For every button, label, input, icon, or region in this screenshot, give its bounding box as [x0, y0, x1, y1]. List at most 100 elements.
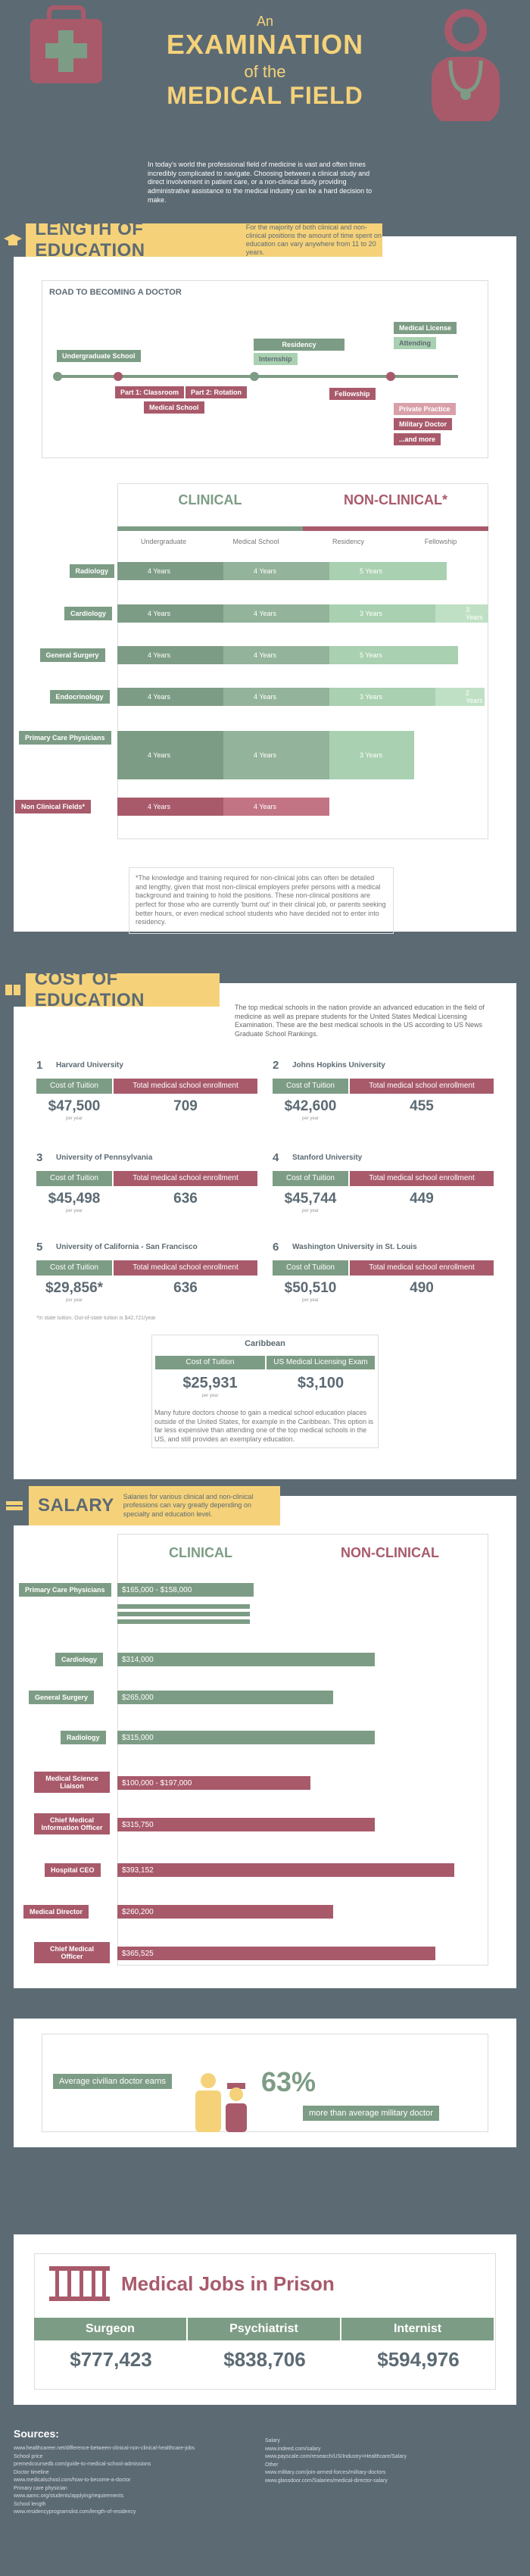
school-name: Johns Hopkins University	[292, 1061, 385, 1069]
school-card: 3 University of Pennsylvania Cost of Tuiti…	[36, 1151, 260, 1227]
school-card: 5 University of California - San Francisc…	[36, 1241, 260, 1316]
source-line: www.healthcareer.net/difference-between-…	[14, 2446, 195, 2451]
road-heading: ROAD TO BECOMING A DOCTOR	[49, 288, 182, 297]
header-doctor-graphic	[409, 0, 522, 125]
edu-bar-segment: 5 Years	[329, 646, 458, 664]
edu-bar-segment: 2 Years	[435, 688, 485, 706]
salary-bar: $314,000	[117, 1653, 375, 1666]
edu-row-sublabel: Pediatrics	[25, 755, 52, 762]
intro-text: In today's world the professional field …	[148, 161, 373, 204]
edu-row-label: Primary Care Physicians	[19, 731, 111, 745]
edu-bar-segment: 4 Years	[117, 731, 223, 779]
prison-job-salary: $594,976	[377, 2348, 460, 2371]
school-card: 1 Harvard University Cost of Tuition Total …	[36, 1059, 260, 1135]
salary-bar-stripe	[117, 1604, 250, 1609]
enroll-header: Total medical school enrollment	[350, 1260, 494, 1276]
edu-row-label: Radiology	[69, 564, 115, 578]
road-medschool: Medical School	[144, 401, 204, 414]
enroll-value: 449	[410, 1191, 434, 1207]
tuition-header: Cost of Tuition	[273, 1079, 348, 1094]
school-card: 4 Stanford University Cost of Tuition Total…	[273, 1151, 496, 1227]
tuition-header: Cost of Tuition	[36, 1260, 112, 1276]
tuition-header: Cost of Tuition	[36, 1079, 112, 1094]
salary-row-label: General Surgery	[29, 1691, 95, 1704]
salary-row-sublabel: Internal medicine	[25, 1598, 71, 1605]
road-license: Medical License	[394, 322, 457, 334]
tuition-per-year: per year	[65, 1298, 83, 1303]
edu-bar-segment: 4 Years	[117, 646, 223, 664]
salary-box	[117, 1534, 488, 1966]
source-line: School price	[14, 2453, 43, 2459]
salary-note: Salaries for various clinical and non-cl…	[123, 1493, 254, 1518]
edu-bar-segment: 4 Years	[117, 688, 223, 706]
enroll-value: 490	[410, 1280, 434, 1296]
salary-bar: $393,152	[117, 1863, 454, 1877]
source-line: www.military.com/join-armed-forces/milit…	[265, 2470, 386, 2475]
cost-panel	[14, 983, 516, 1479]
edu-row-sublabel: Internal Medicine	[25, 746, 71, 753]
cost-title: COST OF EDUCATION	[34, 969, 145, 1010]
edu-bar-segment: 3 Years	[329, 688, 435, 706]
tuition-value: $47,500	[48, 1098, 101, 1114]
salary-bar: $315,000	[117, 1731, 375, 1744]
caribbean-col2: US Medical Licensing Exam	[267, 1356, 375, 1369]
source-line: www.residencyprogramslist.com/length-of-…	[14, 2509, 136, 2515]
money-stack-icon	[0, 1486, 29, 1525]
tuition-header: Cost of Tuition	[273, 1171, 348, 1186]
edu-bar-segment: 4 Years	[223, 562, 329, 580]
prison-bars-icon	[49, 2266, 110, 2301]
tuition-per-year: per year	[301, 1116, 319, 1121]
doctor-figures-icon	[189, 2072, 257, 2132]
edu-bar-segment: 4 Years	[223, 688, 329, 706]
tuition-header: Cost of Tuition	[273, 1260, 348, 1276]
salary-row-label: Chief Medical Information Officer	[34, 1813, 110, 1834]
tuition-per-year: per year	[65, 1209, 83, 1213]
school-name: University of California - San Francisco	[56, 1243, 198, 1251]
road-node-1	[53, 372, 62, 381]
enroll-value: 709	[173, 1098, 198, 1114]
cost-band: COST OF EDUCATION	[0, 969, 220, 1010]
salary-row-label: Primary Care Physicians	[19, 1583, 111, 1597]
enroll-header: Total medical school enrollment	[114, 1260, 257, 1276]
salary-nonclinical-head: NON-CLINICAL	[341, 1545, 439, 1560]
school-name: Stanford University	[292, 1154, 363, 1162]
title-an: An	[256, 14, 274, 29]
prison-job-salary: $777,423	[70, 2348, 152, 2371]
salary-row-label: Medical Science Liaison	[34, 1772, 110, 1793]
salary-bar: $100,000 - $197,000	[117, 1776, 310, 1790]
school-rank: 5	[36, 1241, 43, 1254]
education-title: LENGTH OF EDUCATION	[35, 219, 145, 261]
salary-row-sublabel: Pediatrics	[25, 1607, 52, 1614]
road-residency: Residency	[254, 339, 344, 351]
cost-intro: The top medical schools in the nation pr…	[235, 1004, 485, 1038]
source-line: www.payscale.com/research/US/Industry=He…	[265, 2454, 407, 2459]
caribbean-text: Many future doctors choose to gain a med…	[154, 1409, 374, 1444]
education-band: LENGTH OF EDUCATION For the majority of …	[0, 219, 382, 261]
school-note: *In state tuition. Out-of-state tuition …	[36, 1316, 156, 1321]
road-node-3	[250, 372, 259, 381]
school-rank: 1	[36, 1059, 43, 1072]
prison-title: Medical Jobs in Prison	[121, 2272, 335, 2295]
edu-footnote: *The knowledge and training required for…	[129, 867, 394, 935]
salary-bar-stripe	[117, 1619, 250, 1624]
edu-row-label: Endocrinology	[49, 690, 110, 704]
source-line: Salary	[265, 2438, 280, 2443]
road-node-2	[114, 372, 123, 381]
school-rank: 4	[273, 1151, 279, 1164]
edu-clinical-head: CLINICAL	[178, 492, 242, 507]
tuition-per-year: per year	[301, 1298, 319, 1303]
road-attending: Attending	[394, 337, 436, 349]
salary-title: SALARY	[38, 1495, 114, 1516]
salary-row-label: Chief Medical Officer	[34, 1942, 110, 1963]
edu-bar-segment: 3 Years	[329, 604, 435, 623]
edu-row-label: Cardiology	[64, 607, 113, 620]
tuition-value: $29,856*	[45, 1280, 104, 1296]
tuition-header: Cost of Tuition	[36, 1171, 112, 1186]
source-line: www.medicalschool.com/how-to-become-a-do…	[14, 2478, 131, 2483]
book-icon	[0, 973, 26, 1007]
header-medkit-graphic	[15, 0, 114, 91]
road-military: Military Doctor	[394, 418, 453, 430]
edu-bar-segment: 3 Years	[435, 604, 488, 623]
sources-title: Sources:	[14, 2428, 59, 2440]
